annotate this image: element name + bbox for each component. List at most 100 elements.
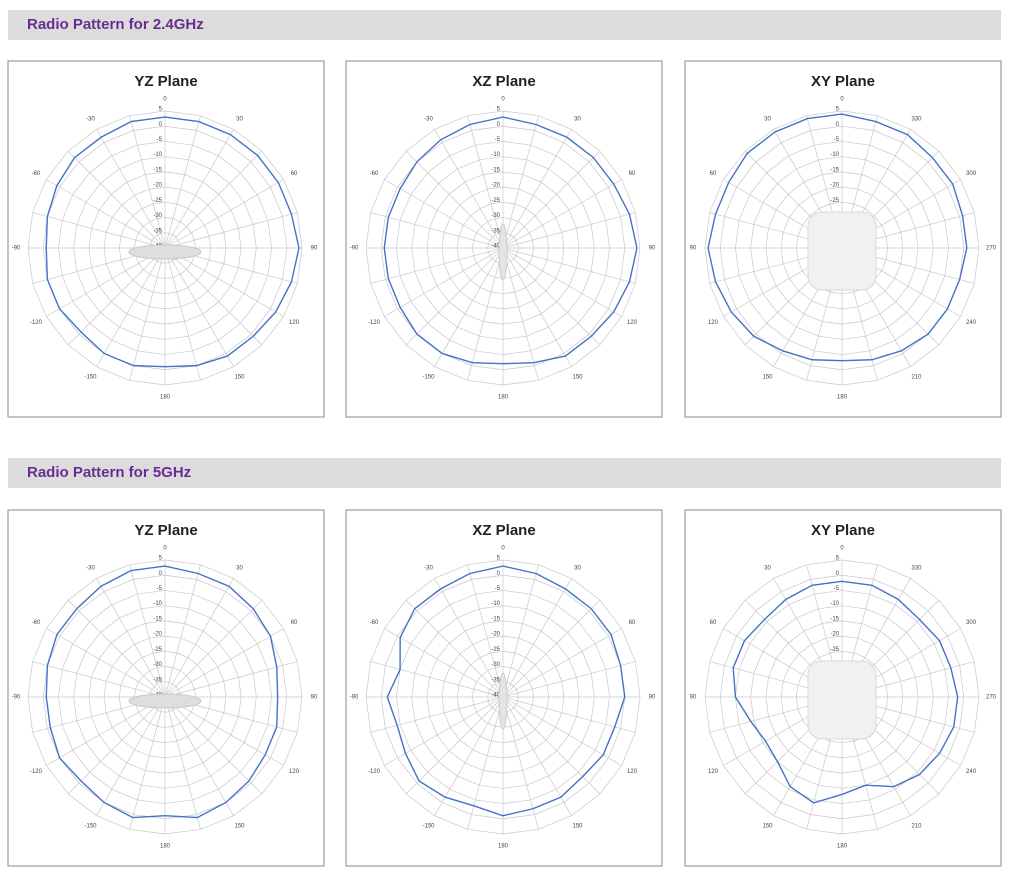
device-image — [128, 693, 202, 709]
spoke — [164, 696, 201, 830]
ring — [88, 620, 242, 774]
angle-label: 90 — [690, 246, 697, 252]
pattern-line — [386, 565, 626, 817]
angle-label: 120 — [708, 320, 719, 326]
ring — [365, 110, 641, 386]
spoke — [164, 247, 234, 367]
spoke — [67, 150, 166, 249]
charts: YZ Plane50-5-10-15-20-25-30-35-400306090… — [7, 60, 1002, 867]
spoke — [502, 247, 572, 367]
section-bar — [8, 458, 1001, 488]
ring — [780, 635, 904, 759]
polar-chart: YZ Plane50-5-10-15-20-25-30-35-400306090… — [7, 509, 325, 867]
chart-frame — [7, 60, 325, 418]
angle-label: -120 — [368, 320, 381, 326]
spoke — [164, 599, 263, 698]
angle-label: 0 — [163, 97, 167, 103]
ring — [149, 232, 181, 264]
r-tick-label: -35 — [491, 677, 500, 683]
spoke — [405, 696, 504, 795]
spoke — [96, 129, 166, 249]
polar-chart: XZ Plane50-5-10-15-20-25-30-35-400306090… — [345, 509, 663, 867]
spoke — [502, 212, 636, 249]
angle-label: 240 — [966, 320, 977, 326]
devices — [128, 211, 877, 740]
ring — [750, 605, 934, 789]
device-image — [498, 223, 508, 281]
r-tick-label: -5 — [834, 137, 840, 143]
angle-label: 30 — [574, 117, 581, 123]
r-tick-label: -30 — [153, 662, 162, 668]
device-image — [498, 672, 508, 730]
spoke — [384, 247, 504, 317]
angle-label: 150 — [572, 824, 583, 830]
spoke — [502, 578, 572, 698]
ring — [411, 156, 595, 340]
angle-label: 0 — [840, 546, 844, 552]
angle-label: 0 — [840, 97, 844, 103]
device-image — [807, 211, 877, 291]
ring — [27, 110, 303, 386]
angle-label: 90 — [649, 695, 656, 701]
angle-label: 60 — [291, 171, 298, 177]
spoke — [129, 115, 166, 249]
r-tick-label: 5 — [836, 107, 840, 113]
r-tick-label: -5 — [834, 586, 840, 592]
spoke — [96, 696, 166, 816]
spoke — [164, 129, 234, 249]
angle-label: 330 — [911, 117, 922, 123]
ring — [396, 141, 610, 355]
r-tick-label: -40 — [491, 244, 500, 250]
angle-label: 150 — [762, 375, 773, 381]
chart-title: XY Plane — [811, 522, 875, 539]
spoke — [164, 247, 263, 346]
angle-label: 180 — [498, 844, 509, 850]
chart-title: XY Plane — [811, 73, 875, 90]
angle-label: 120 — [627, 320, 638, 326]
ring — [426, 171, 580, 325]
r-tick-label: -10 — [153, 152, 162, 158]
ring — [411, 605, 595, 789]
spoke — [467, 564, 504, 698]
angle-label: -30 — [424, 117, 433, 123]
angle-label: -120 — [30, 320, 43, 326]
ring — [42, 125, 288, 371]
r-tick-label: -30 — [153, 213, 162, 219]
ring — [149, 681, 181, 713]
angle-label: 0 — [163, 546, 167, 552]
spoke — [467, 247, 504, 381]
spoke — [434, 129, 504, 249]
spoke — [384, 696, 504, 766]
ring — [118, 650, 212, 744]
spoke — [502, 564, 539, 698]
spoke — [434, 247, 504, 367]
pattern-line — [707, 113, 968, 362]
angle-label: 30 — [574, 566, 581, 572]
section-title: Radio Pattern for 5GHz — [27, 464, 191, 481]
ring — [441, 186, 565, 310]
spoke — [502, 599, 601, 698]
r-tick-label: -30 — [491, 662, 500, 668]
r-tick-label: 0 — [159, 122, 163, 128]
ring — [780, 186, 904, 310]
r-tick-label: 5 — [159, 107, 163, 113]
ring — [365, 559, 641, 835]
device-image — [128, 244, 202, 260]
spoke — [164, 564, 201, 698]
ring — [58, 141, 272, 355]
spoke — [129, 564, 166, 698]
r-tick-label: -25 — [153, 198, 162, 204]
r-tick-label: -25 — [153, 647, 162, 653]
ring — [118, 201, 212, 295]
angle-label: 270 — [986, 246, 997, 252]
spoke — [164, 628, 284, 698]
spoke — [502, 661, 636, 698]
r-tick-label: -15 — [830, 167, 839, 173]
angle-label: 60 — [629, 620, 636, 626]
angle-label: 120 — [289, 320, 300, 326]
angle-label: 180 — [160, 844, 171, 850]
spoke — [370, 696, 504, 733]
spoke — [502, 247, 636, 284]
spoke — [502, 129, 572, 249]
